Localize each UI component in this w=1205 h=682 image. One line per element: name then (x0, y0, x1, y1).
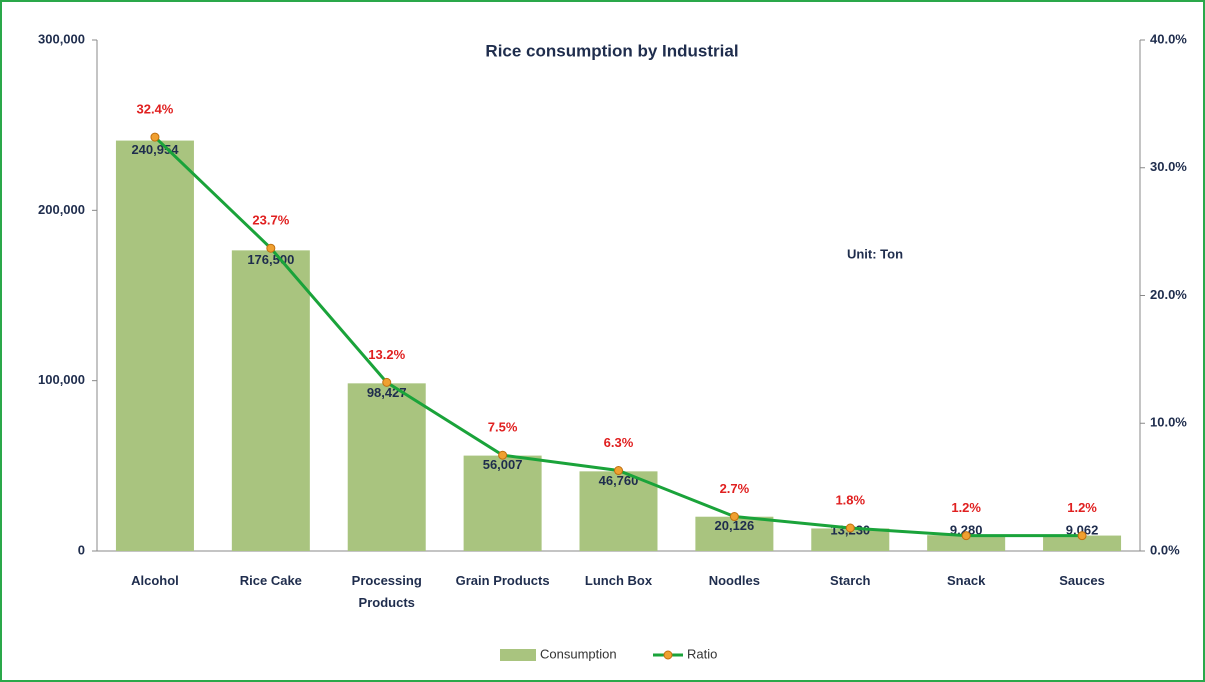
bar (927, 535, 1006, 551)
bar (695, 516, 774, 551)
ratio-marker (845, 523, 855, 533)
x-tick-label: Sauces (1059, 573, 1105, 588)
x-tick-label: Processing Products (351, 573, 422, 610)
bar-value-label: 9,062 (1066, 522, 1099, 537)
y-tick-label: 200,000 (38, 202, 85, 217)
legend-label: Ratio (687, 646, 717, 661)
y-tick-label: 0 (78, 542, 85, 557)
ratio-marker (382, 377, 392, 387)
y2-tick-label: 0.0% (1150, 542, 1180, 557)
bar (579, 471, 658, 551)
bar (115, 140, 194, 552)
ratio-value-label: 23.7% (252, 213, 289, 228)
bar-value-label: 20,126 (715, 518, 755, 533)
bar (811, 528, 890, 551)
bar-value-label: 240,954 (131, 142, 179, 157)
ratio-marker (614, 466, 623, 476)
bar-value-label: 46,760 (599, 473, 639, 488)
y-tick-label: 300,000 (38, 31, 85, 46)
ratio-value-label: 7.5% (488, 420, 518, 435)
bar-value-label: 176,500 (247, 252, 294, 267)
ratio-value-label: 6.3% (604, 435, 634, 450)
x-tick-label: Alcohol (131, 573, 179, 588)
x-tick-label: Starch (830, 573, 871, 588)
x-tick-label: Noodles (708, 573, 761, 588)
y2-tick-label: 30.0% (1150, 159, 1187, 174)
x-tick-label: Lunch Box (584, 573, 653, 588)
ratio-value-label: 32.4% (137, 102, 174, 117)
x-tick-label: Snack (947, 573, 986, 588)
bar (231, 250, 310, 551)
ratio-value-label: 13.2% (368, 347, 405, 362)
legend-label: Consumption (540, 646, 617, 661)
bar (347, 383, 426, 551)
x-tick-label: Grain Products (455, 573, 550, 588)
ratio-value-label: 2.7% (720, 481, 750, 496)
legend-swatch (500, 649, 536, 661)
ratio-marker (498, 450, 508, 460)
ratio-marker (961, 531, 971, 541)
x-tick-label: Rice Cake (239, 573, 302, 588)
legend-marker (663, 650, 673, 660)
ratio-value-label: 1.2% (951, 500, 981, 515)
y-tick-label: 100,000 (38, 372, 85, 387)
annotation: Unit: Ton (847, 246, 903, 261)
y2-tick-label: 20.0% (1150, 287, 1187, 302)
ratio-value-label: 1.8% (835, 492, 865, 507)
chart-title: Rice consumption by Industrial (485, 41, 738, 60)
y2-tick-label: 40.0% (1150, 31, 1187, 46)
bar (1043, 535, 1122, 551)
ratio-marker (266, 243, 276, 253)
ratio-marker (729, 512, 739, 522)
ratio-marker (1077, 531, 1087, 541)
y2-tick-label: 10.0% (1150, 415, 1187, 430)
bar-value-label: 56,007 (483, 457, 523, 472)
ratio-value-label: 1.2% (1067, 500, 1097, 515)
ratio-marker (150, 132, 160, 142)
bar (463, 455, 542, 551)
